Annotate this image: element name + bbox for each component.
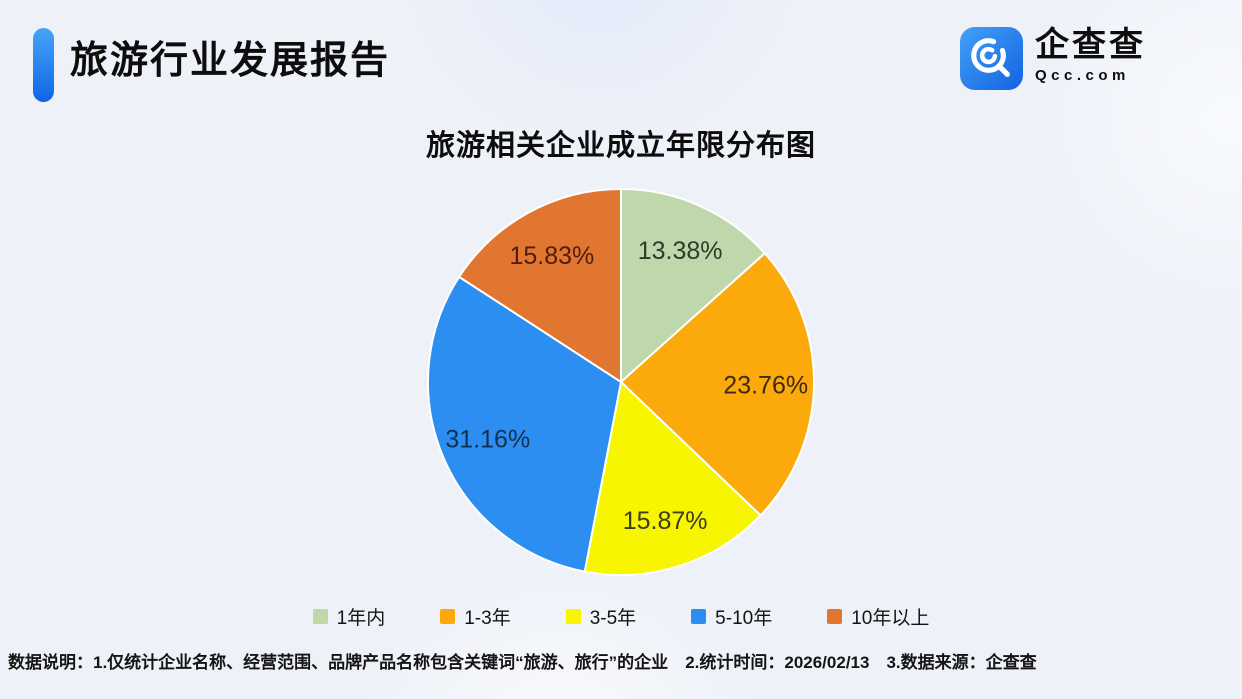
pie-slice-1-3年: [620, 252, 815, 517]
legend-label: 1年内: [336, 608, 386, 629]
legend-label: 1-3年: [464, 608, 511, 629]
pie-slice-label: 13.38%: [638, 237, 723, 265]
qcc-magnifier-q-icon: [960, 27, 1023, 90]
footer-note-3: 3.数据来源：企查查: [886, 653, 1037, 672]
legend-swatch: [691, 609, 707, 624]
legend-swatch: [565, 609, 581, 624]
pie-slice-label: 31.16%: [445, 426, 530, 454]
legend-swatch: [312, 609, 328, 624]
legend-label: 10年以上: [851, 608, 930, 629]
pie-chart: 13.38% 23.76% 15.87% 31.16% 15.83%: [427, 188, 815, 576]
pie-slice-label: 15.87%: [623, 507, 708, 535]
chart-title: 旅游相关企业成立年限分布图: [425, 130, 816, 162]
legend-item-5-10年: 5-10年: [691, 603, 772, 630]
legend-label: 5-10年: [715, 608, 773, 629]
legend-label: 3-5年: [589, 608, 637, 629]
legend-item-10年以上: 10年以上: [827, 603, 929, 630]
pie-slice-1年内: [620, 188, 766, 383]
qcc-logo-text: 企查查 Qcc.com: [1035, 26, 1147, 85]
footer-note-1: 1.仅统计企业名称、经营范围、品牌产品名称包含关键词“旅游、旅行”的企业: [93, 653, 669, 672]
legend-item-3-5年: 3-5年: [565, 603, 637, 630]
pie-slice-3-5年: [583, 381, 762, 576]
title-accent-bar: [33, 28, 54, 102]
footer-label: 数据说明：: [8, 653, 93, 672]
logo-brand-name: 企查查: [1035, 26, 1146, 64]
qcc-logo: 企查查 Qcc.com: [960, 26, 1147, 90]
pie-slice-label: 15.83%: [510, 242, 595, 270]
chart-legend: 1年内 1-3年 3-5年 5-10年 10年以上: [0, 603, 1242, 630]
footer-note: 数据说明：1.仅统计企业名称、经营范围、品牌产品名称包含关键词“旅游、旅行”的企…: [8, 648, 1242, 673]
pie-slice-10年以上: [458, 188, 622, 383]
legend-item-1-3年: 1-3年: [440, 603, 511, 630]
legend-item-1年内: 1年内: [312, 603, 386, 630]
pie-slice-5-10年: [427, 275, 622, 573]
logo-domain: Qcc.com: [1035, 67, 1130, 85]
legend-swatch: [440, 609, 456, 624]
pie-slice-label: 23.76%: [723, 371, 808, 399]
page-title: 旅游行业发展报告: [70, 40, 391, 82]
pie-chart-container: 13.38% 23.76% 15.87% 31.16% 15.83%: [421, 182, 821, 582]
footer-note-2: 2.统计时间：2026/02/13: [685, 653, 870, 672]
legend-swatch: [827, 609, 843, 624]
